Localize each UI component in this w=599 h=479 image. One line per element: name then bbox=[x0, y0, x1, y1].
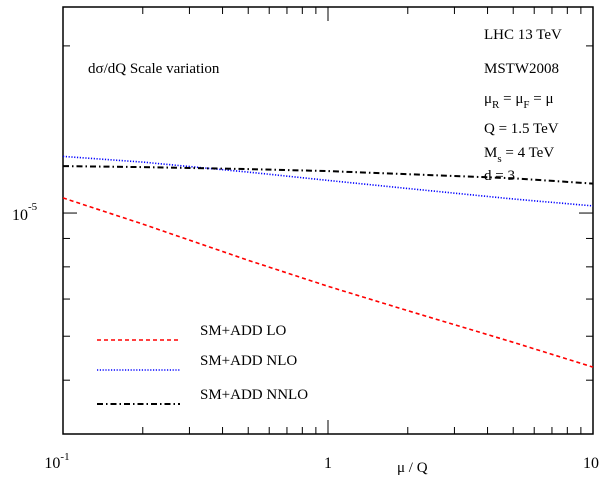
chart-title: dσ/dQ Scale variation bbox=[88, 61, 220, 77]
series-line-0 bbox=[62, 197, 594, 368]
series-line-1 bbox=[62, 155, 594, 207]
annotation-d: d = 3 bbox=[484, 168, 515, 184]
x-tick-label: 1 bbox=[324, 455, 332, 472]
annotation-pdf: MSTW2008 bbox=[484, 61, 559, 77]
x-tick-label: 10 bbox=[583, 455, 599, 472]
annotation-ms: Ms = 4 TeV bbox=[484, 145, 554, 165]
legend-label-1: SM+ADD NLO bbox=[200, 353, 297, 369]
legend-label-0: SM+ADD LO bbox=[200, 323, 287, 339]
y-tick-label: 10-5 bbox=[12, 201, 38, 224]
series-line-2 bbox=[62, 165, 594, 185]
x-tick-label: 10-1 bbox=[44, 451, 69, 472]
legend: SM+ADD LO SM+ADD NLO SM+ADD NNLO bbox=[97, 323, 308, 405]
series-layer bbox=[62, 155, 594, 368]
x-axis-label: μ / Q bbox=[397, 460, 428, 476]
annotation-scales: μR = μF = μ bbox=[484, 91, 554, 111]
annotation-q: Q = 1.5 TeV bbox=[484, 121, 559, 137]
annotation-block: LHC 13 TeV MSTW2008 μR = μF = μ Q = 1.5 TeV… bbox=[484, 27, 562, 184]
legend-label-2: SM+ADD NNLO bbox=[200, 387, 308, 403]
tick-marks bbox=[62, 7, 593, 435]
tick-labels: 10-1 1 10 10-5 bbox=[12, 201, 599, 472]
annotation-lhc: LHC 13 TeV bbox=[484, 27, 562, 43]
